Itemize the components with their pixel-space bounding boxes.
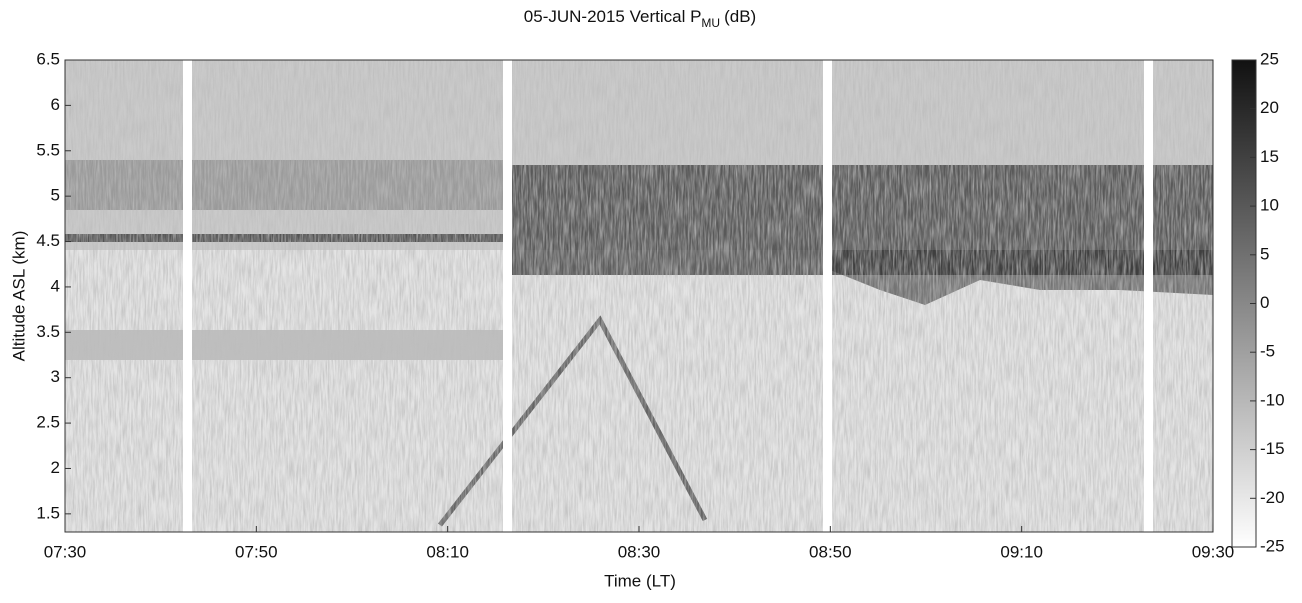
colorbar-tick-label: 0 xyxy=(1260,293,1269,312)
colorbar-tick-label: 25 xyxy=(1260,49,1279,68)
x-tick-label: 07:50 xyxy=(235,542,278,561)
y-axis-label: Altitude ASL (km) xyxy=(9,231,28,362)
colorbar-tick-label: -25 xyxy=(1260,536,1285,555)
y-tick-label: 2 xyxy=(51,458,60,477)
y-tick-label: 6.5 xyxy=(36,49,60,68)
colorbar-tick-label: -15 xyxy=(1260,439,1285,458)
colorbar-tick-label: 5 xyxy=(1260,244,1269,263)
y-tick-label: 1.5 xyxy=(36,503,60,522)
y-tick-label: 3 xyxy=(51,367,60,386)
heatmap xyxy=(65,60,1213,532)
x-tick-label: 08:30 xyxy=(618,542,661,561)
title-main: 05-JUN-2015 Vertical P xyxy=(524,7,702,26)
x-tick-label: 09:10 xyxy=(1000,542,1043,561)
title-suffix: (dB) xyxy=(724,7,756,26)
y-tick-label: 4.5 xyxy=(36,231,60,250)
chart-title: 05-JUN-2015 Vertical PMU (dB) xyxy=(524,7,756,30)
colorbar-tick-label: 20 xyxy=(1260,98,1279,117)
y-tick-label: 5 xyxy=(51,186,60,205)
x-tick-label: 09:30 xyxy=(1192,542,1235,561)
y-tick-label: 2.5 xyxy=(36,413,60,432)
colorbar-tick-label: 10 xyxy=(1260,196,1279,215)
title-subscript: MU xyxy=(701,16,720,30)
colorbar-tick-label: -5 xyxy=(1260,342,1275,361)
x-tick-label: 07:30 xyxy=(44,542,87,561)
y-tick-label: 3.5 xyxy=(36,322,60,341)
x-tick-label: 08:50 xyxy=(809,542,852,561)
y-tick-label: 6 xyxy=(51,95,60,114)
y-tick-label: 5.5 xyxy=(36,140,60,159)
x-tick-label: 08:10 xyxy=(426,542,469,561)
colorbar-tick-label: -10 xyxy=(1260,390,1285,409)
colorbar-tick-label: -20 xyxy=(1260,488,1285,507)
x-axis-label: Time (LT) xyxy=(604,571,676,590)
colorbar-tick-label: 15 xyxy=(1260,147,1279,166)
y-tick-label: 4 xyxy=(51,276,60,295)
